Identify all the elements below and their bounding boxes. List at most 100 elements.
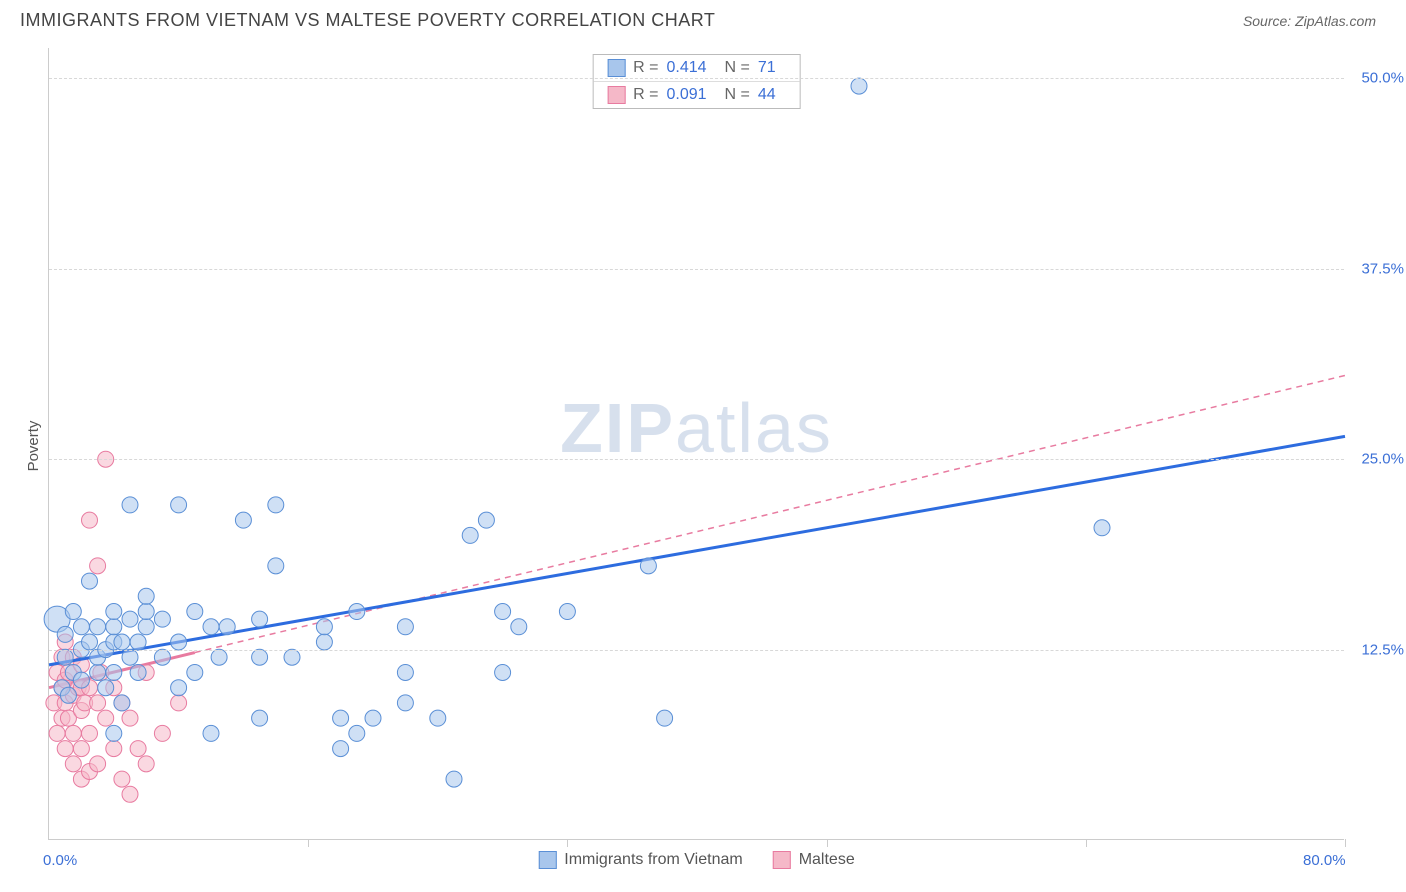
data-point	[203, 725, 219, 741]
data-point	[495, 604, 511, 620]
legend-n-value: 71	[758, 59, 786, 77]
source-attribution: Source: ZipAtlas.com	[1243, 13, 1376, 29]
data-point	[333, 741, 349, 757]
data-point	[60, 687, 76, 703]
gridline	[49, 459, 1344, 460]
data-point	[171, 680, 187, 696]
data-point	[90, 756, 106, 772]
data-point	[219, 619, 235, 635]
data-point	[49, 725, 65, 741]
data-point	[130, 664, 146, 680]
x-tick	[827, 839, 828, 847]
data-point	[114, 771, 130, 787]
data-point	[397, 664, 413, 680]
data-point	[397, 619, 413, 635]
data-point	[106, 619, 122, 635]
scatter-plot-svg	[49, 48, 1344, 839]
data-point	[82, 725, 98, 741]
legend-series-label: Maltese	[799, 851, 855, 869]
legend-correlation-row: R =0.414N =71	[593, 55, 800, 81]
data-point	[235, 512, 251, 528]
data-point	[90, 695, 106, 711]
data-point	[106, 725, 122, 741]
data-point	[478, 512, 494, 528]
data-point	[252, 710, 268, 726]
gridline	[49, 78, 1344, 79]
data-point	[122, 710, 138, 726]
data-point	[130, 741, 146, 757]
chart-plot-area: ZIPatlas R =0.414N =71R =0.091N =44 Immi…	[48, 48, 1344, 840]
legend-r-value: 0.091	[667, 86, 717, 104]
data-point	[57, 626, 73, 642]
data-point	[138, 604, 154, 620]
legend-n-key: N =	[725, 86, 750, 104]
data-point	[252, 649, 268, 665]
y-axis-label: Poverty	[25, 421, 42, 472]
y-tick-label: 37.5%	[1361, 260, 1404, 277]
data-point	[73, 619, 89, 635]
y-tick-label: 25.0%	[1361, 451, 1404, 468]
data-point	[73, 741, 89, 757]
legend-correlation-box: R =0.414N =71R =0.091N =44	[592, 54, 801, 109]
gridline	[49, 650, 1344, 651]
data-point	[851, 78, 867, 94]
data-point	[98, 680, 114, 696]
legend-series-label: Immigrants from Vietnam	[564, 851, 742, 869]
data-point	[130, 634, 146, 650]
data-point	[316, 619, 332, 635]
data-point	[203, 619, 219, 635]
data-point	[82, 573, 98, 589]
data-point	[138, 619, 154, 635]
data-point	[90, 664, 106, 680]
legend-swatch	[607, 59, 625, 77]
data-point	[57, 741, 73, 757]
legend-n-key: N =	[725, 59, 750, 77]
data-point	[316, 634, 332, 650]
legend-swatch	[773, 851, 791, 869]
data-point	[154, 611, 170, 627]
x-tick	[1086, 839, 1087, 847]
data-point	[65, 604, 81, 620]
data-point	[211, 649, 227, 665]
data-point	[462, 527, 478, 543]
data-point	[65, 725, 81, 741]
data-point	[171, 634, 187, 650]
data-point	[187, 664, 203, 680]
data-point	[430, 710, 446, 726]
x-tick-label: 80.0%	[1303, 852, 1346, 869]
gridline	[49, 269, 1344, 270]
data-point	[154, 649, 170, 665]
data-point	[187, 604, 203, 620]
chart-title: IMMIGRANTS FROM VIETNAM VS MALTESE POVER…	[20, 10, 715, 31]
y-tick-label: 50.0%	[1361, 70, 1404, 87]
data-point	[106, 604, 122, 620]
data-point	[57, 649, 73, 665]
data-point	[171, 695, 187, 711]
data-point	[365, 710, 381, 726]
data-point	[511, 619, 527, 635]
legend-correlation-row: R =0.091N =44	[593, 81, 800, 108]
x-tick	[308, 839, 309, 847]
legend-series-item: Immigrants from Vietnam	[538, 851, 742, 869]
data-point	[122, 497, 138, 513]
legend-r-key: R =	[633, 86, 658, 104]
data-point	[82, 634, 98, 650]
data-point	[1094, 520, 1110, 536]
data-point	[82, 512, 98, 528]
legend-series-item: Maltese	[773, 851, 855, 869]
data-point	[122, 611, 138, 627]
data-point	[446, 771, 462, 787]
data-point	[90, 558, 106, 574]
data-point	[138, 756, 154, 772]
data-point	[252, 611, 268, 627]
data-point	[98, 710, 114, 726]
legend-swatch	[538, 851, 556, 869]
data-point	[106, 664, 122, 680]
data-point	[640, 558, 656, 574]
x-tick-label: 0.0%	[43, 852, 77, 869]
data-point	[657, 710, 673, 726]
data-point	[559, 604, 575, 620]
data-point	[114, 695, 130, 711]
x-tick	[1345, 839, 1346, 847]
data-point	[73, 672, 89, 688]
